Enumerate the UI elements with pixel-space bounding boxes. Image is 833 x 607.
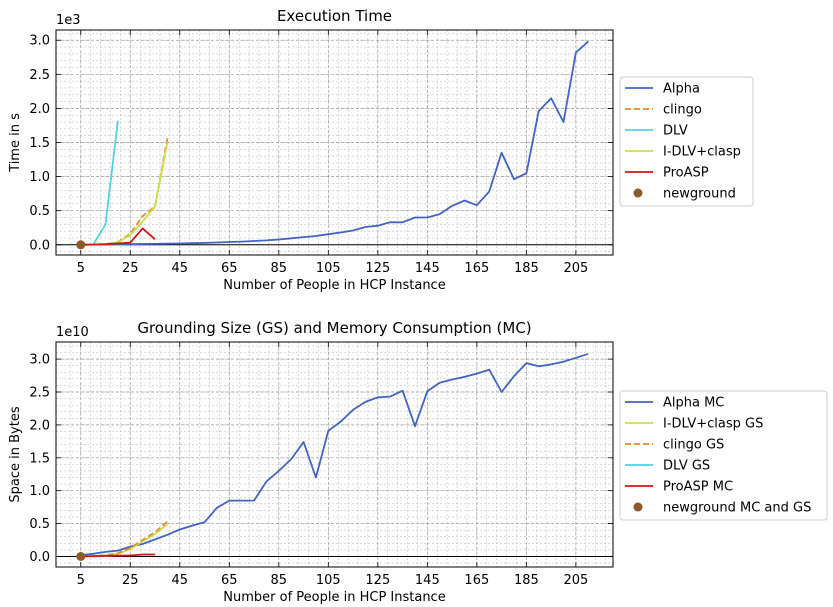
legend-label: I-DLV+clasp: [663, 145, 741, 160]
series-line: [92, 120, 119, 246]
y-tick-label: 2.0: [29, 102, 50, 117]
x-tick-label: 125: [365, 573, 390, 588]
data-point: [76, 240, 86, 250]
x-tick-label: 65: [221, 573, 238, 588]
y-tick-label: 1.0: [29, 484, 50, 499]
legend: Alpha clingo DLV I-DLV+clasp ProASP newground: [619, 76, 754, 207]
legend-label: ProASP: [663, 166, 709, 181]
x-tick-label: 25: [122, 261, 139, 276]
execution-time-chart: Execution Time 1e3 Number of People in H…: [8, 7, 754, 293]
major-grid: [56, 342, 613, 567]
x-axis-label: Number of People in HCP Instance: [223, 590, 445, 605]
axis-ticks: [56, 30, 613, 255]
y-tick-label: 3.0: [29, 353, 50, 368]
x-tick-label: 25: [122, 573, 139, 588]
y-tick-label: 0.0: [29, 550, 50, 565]
plot-frame: [55, 341, 614, 568]
series-line: [80, 138, 169, 246]
legend-label: clingo GS: [663, 438, 724, 453]
series-line: [80, 40, 589, 246]
series-line: [80, 553, 155, 558]
legend-label: clingo: [663, 103, 702, 118]
x-tick-label: 145: [415, 573, 440, 588]
y-tick-label: 1.5: [29, 451, 50, 466]
legend-label: Alpha: [663, 82, 700, 97]
series-line: [80, 227, 156, 246]
chart-title: Grounding Size (GS) and Memory Consumpti…: [137, 319, 531, 337]
legend: Alpha MC I-DLV+clasp GS clingo GS DLV GS Pro…: [619, 390, 828, 521]
legend-label: DLV: [663, 124, 688, 139]
x-tick-label: 85: [271, 261, 288, 276]
axis-ticks: [56, 342, 613, 567]
y-tick-label: 1.5: [29, 136, 50, 151]
y-tick-label: 0.5: [29, 204, 50, 219]
y-tick-label: 3.0: [29, 34, 50, 49]
legend-marker: [633, 502, 643, 512]
x-tick-label: 185: [514, 573, 539, 588]
chart-title: Execution Time: [277, 7, 392, 25]
y-tick-label: 1.0: [29, 170, 50, 185]
minor-grid: [56, 342, 613, 567]
x-tick-label: 45: [172, 573, 189, 588]
grounding-size-chart: Grounding Size (GS) and Memory Consumpti…: [8, 319, 828, 605]
y-offset-label: 1e10: [56, 325, 89, 340]
series-line: [80, 142, 169, 246]
x-tick-label: 145: [415, 261, 440, 276]
legend-label: Alpha MC: [663, 396, 724, 411]
legend-label: DLV GS: [663, 459, 710, 474]
x-tick-label: 65: [221, 261, 238, 276]
x-tick-label: 105: [316, 573, 341, 588]
y-tick-label: 2.5: [29, 68, 50, 83]
legend-label: newground MC and GS: [663, 501, 811, 516]
y-tick-label: 2.5: [29, 386, 50, 401]
legend-marker: [633, 188, 643, 198]
x-tick-label: 205: [563, 261, 588, 276]
y-offset-label: 1e3: [56, 13, 81, 28]
x-tick-label: 185: [514, 261, 539, 276]
series-line: [80, 352, 589, 557]
y-axis-label: Space in Bytes: [8, 406, 23, 502]
x-tick-label: 5: [77, 573, 85, 588]
x-tick-label: 45: [172, 261, 189, 276]
legend-label: newground: [663, 187, 736, 202]
legend-frame: [619, 76, 754, 207]
y-tick-label: 2.0: [29, 418, 50, 433]
legend-frame: [619, 390, 828, 521]
y-tick-label: 0.5: [29, 517, 50, 532]
data-point: [76, 551, 86, 561]
x-axis-label: Number of People in HCP Instance: [223, 278, 445, 293]
x-tick-label: 105: [316, 261, 341, 276]
x-tick-label: 85: [271, 573, 288, 588]
x-tick-label: 165: [464, 261, 489, 276]
legend-label: ProASP MC: [663, 480, 733, 495]
legend-label: I-DLV+clasp GS: [663, 417, 763, 432]
x-tick-label: 5: [77, 261, 85, 276]
x-tick-label: 205: [563, 573, 588, 588]
y-axis-label: Time in s: [8, 113, 23, 173]
y-tick-label: 0.0: [29, 238, 50, 253]
x-tick-label: 125: [365, 261, 390, 276]
x-tick-label: 165: [464, 573, 489, 588]
